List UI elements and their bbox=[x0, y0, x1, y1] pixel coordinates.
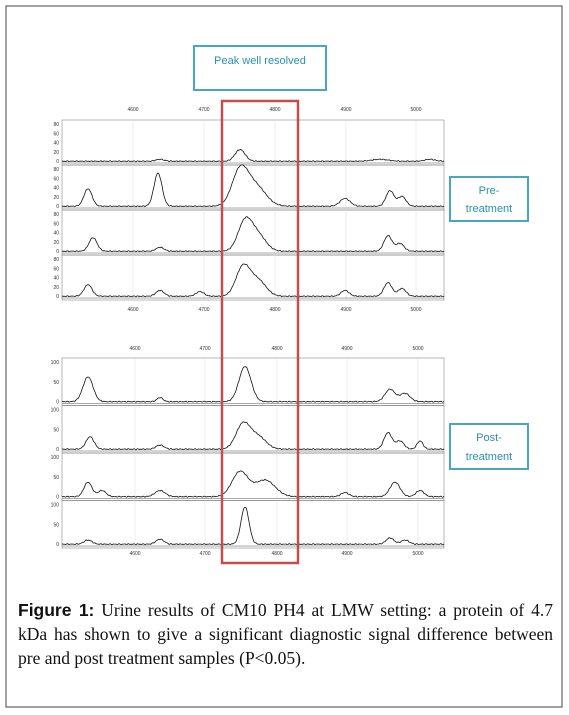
x-tick-label: 4600 bbox=[127, 307, 138, 313]
x-tick-label: 4700 bbox=[198, 107, 209, 113]
y-tick-label: 0 bbox=[56, 400, 59, 406]
y-tick-label: 0 bbox=[56, 249, 59, 255]
x-tick-label: 5000 bbox=[410, 107, 421, 113]
note-post: treatment bbox=[466, 451, 512, 463]
caption-label: Figure 1: bbox=[18, 600, 95, 620]
x-tick-label: 4800 bbox=[269, 107, 280, 113]
strip-frame bbox=[61, 209, 445, 256]
spectrum-trace bbox=[61, 263, 445, 298]
y-tick-label: 50 bbox=[53, 475, 59, 481]
y-tick-label: 20 bbox=[53, 150, 59, 156]
y-tick-label: 0 bbox=[56, 204, 59, 210]
y-tick-label: 60 bbox=[53, 131, 59, 137]
spectrum-trace bbox=[61, 421, 445, 451]
x-tick-label: 4900 bbox=[340, 307, 351, 313]
spectrum-trace bbox=[61, 164, 445, 208]
spectrum-trace bbox=[61, 149, 445, 163]
caption-text: Urine results of CM10 PH4 at LMW setting… bbox=[18, 600, 553, 668]
strip-frame bbox=[61, 164, 445, 211]
y-tick-label: 50 bbox=[53, 522, 59, 528]
y-tick-label: 40 bbox=[53, 186, 59, 192]
y-tick-label: 0 bbox=[56, 542, 59, 548]
x-tick-label: 4800 bbox=[269, 307, 280, 313]
caption: Figure 1: Urine results of CM10 PH4 at L… bbox=[18, 598, 553, 670]
strip-frame bbox=[61, 357, 445, 406]
y-tick-label: 50 bbox=[53, 427, 59, 433]
note-box bbox=[193, 45, 327, 91]
y-tick-label: 80 bbox=[53, 122, 59, 128]
y-tick-label: 100 bbox=[51, 455, 60, 461]
highlight-box bbox=[220, 99, 300, 565]
y-tick-label: 0 bbox=[56, 294, 59, 300]
note-peak: Peak well resolved bbox=[214, 55, 306, 67]
x-tick-label: 4800 bbox=[271, 551, 282, 557]
y-tick-label: 50 bbox=[53, 380, 59, 386]
frame bbox=[5, 5, 563, 708]
x-tick-label: 4700 bbox=[199, 551, 210, 557]
note-pre: Pre- bbox=[479, 185, 500, 197]
spectrum-trace bbox=[61, 506, 445, 546]
y-tick-label: 80 bbox=[53, 257, 59, 263]
spectrum-trace bbox=[61, 366, 445, 403]
y-tick-label: 0 bbox=[56, 495, 59, 501]
y-tick-label: 100 bbox=[51, 408, 60, 414]
x-tick-label: 4800 bbox=[271, 346, 282, 352]
spectrum-trace bbox=[61, 216, 445, 253]
y-tick-label: 100 bbox=[51, 360, 60, 366]
y-tick-label: 20 bbox=[53, 285, 59, 291]
x-tick-label: 4900 bbox=[340, 107, 351, 113]
x-tick-label: 4900 bbox=[341, 346, 352, 352]
note-box bbox=[449, 423, 529, 470]
strip-frame bbox=[61, 119, 445, 166]
x-tick-label: 4600 bbox=[129, 551, 140, 557]
note-post: Post- bbox=[476, 432, 502, 444]
y-tick-label: 0 bbox=[56, 447, 59, 453]
note-pre: treatment bbox=[466, 203, 512, 215]
y-tick-label: 20 bbox=[53, 195, 59, 201]
y-tick-label: 80 bbox=[53, 212, 59, 218]
x-tick-label: 5000 bbox=[412, 551, 423, 557]
y-tick-label: 100 bbox=[51, 503, 60, 509]
note-box bbox=[449, 176, 529, 222]
y-tick-label: 40 bbox=[53, 141, 59, 147]
y-tick-label: 0 bbox=[56, 159, 59, 165]
x-tick-label: 4600 bbox=[127, 107, 138, 113]
x-tick-label: 4900 bbox=[341, 551, 352, 557]
y-tick-label: 40 bbox=[53, 276, 59, 282]
x-tick-label: 5000 bbox=[410, 307, 421, 313]
y-tick-label: 20 bbox=[53, 240, 59, 246]
y-tick-label: 60 bbox=[53, 176, 59, 182]
y-tick-label: 60 bbox=[53, 266, 59, 272]
y-tick-label: 80 bbox=[53, 167, 59, 173]
strip-frame bbox=[61, 500, 445, 549]
x-tick-label: 4600 bbox=[129, 346, 140, 352]
x-tick-label: 4700 bbox=[198, 307, 209, 313]
y-tick-label: 40 bbox=[53, 231, 59, 237]
strip-frame bbox=[61, 254, 445, 301]
y-tick-label: 60 bbox=[53, 221, 59, 227]
x-tick-label: 5000 bbox=[412, 346, 423, 352]
spectrum-trace bbox=[61, 470, 445, 498]
x-tick-label: 4700 bbox=[199, 346, 210, 352]
